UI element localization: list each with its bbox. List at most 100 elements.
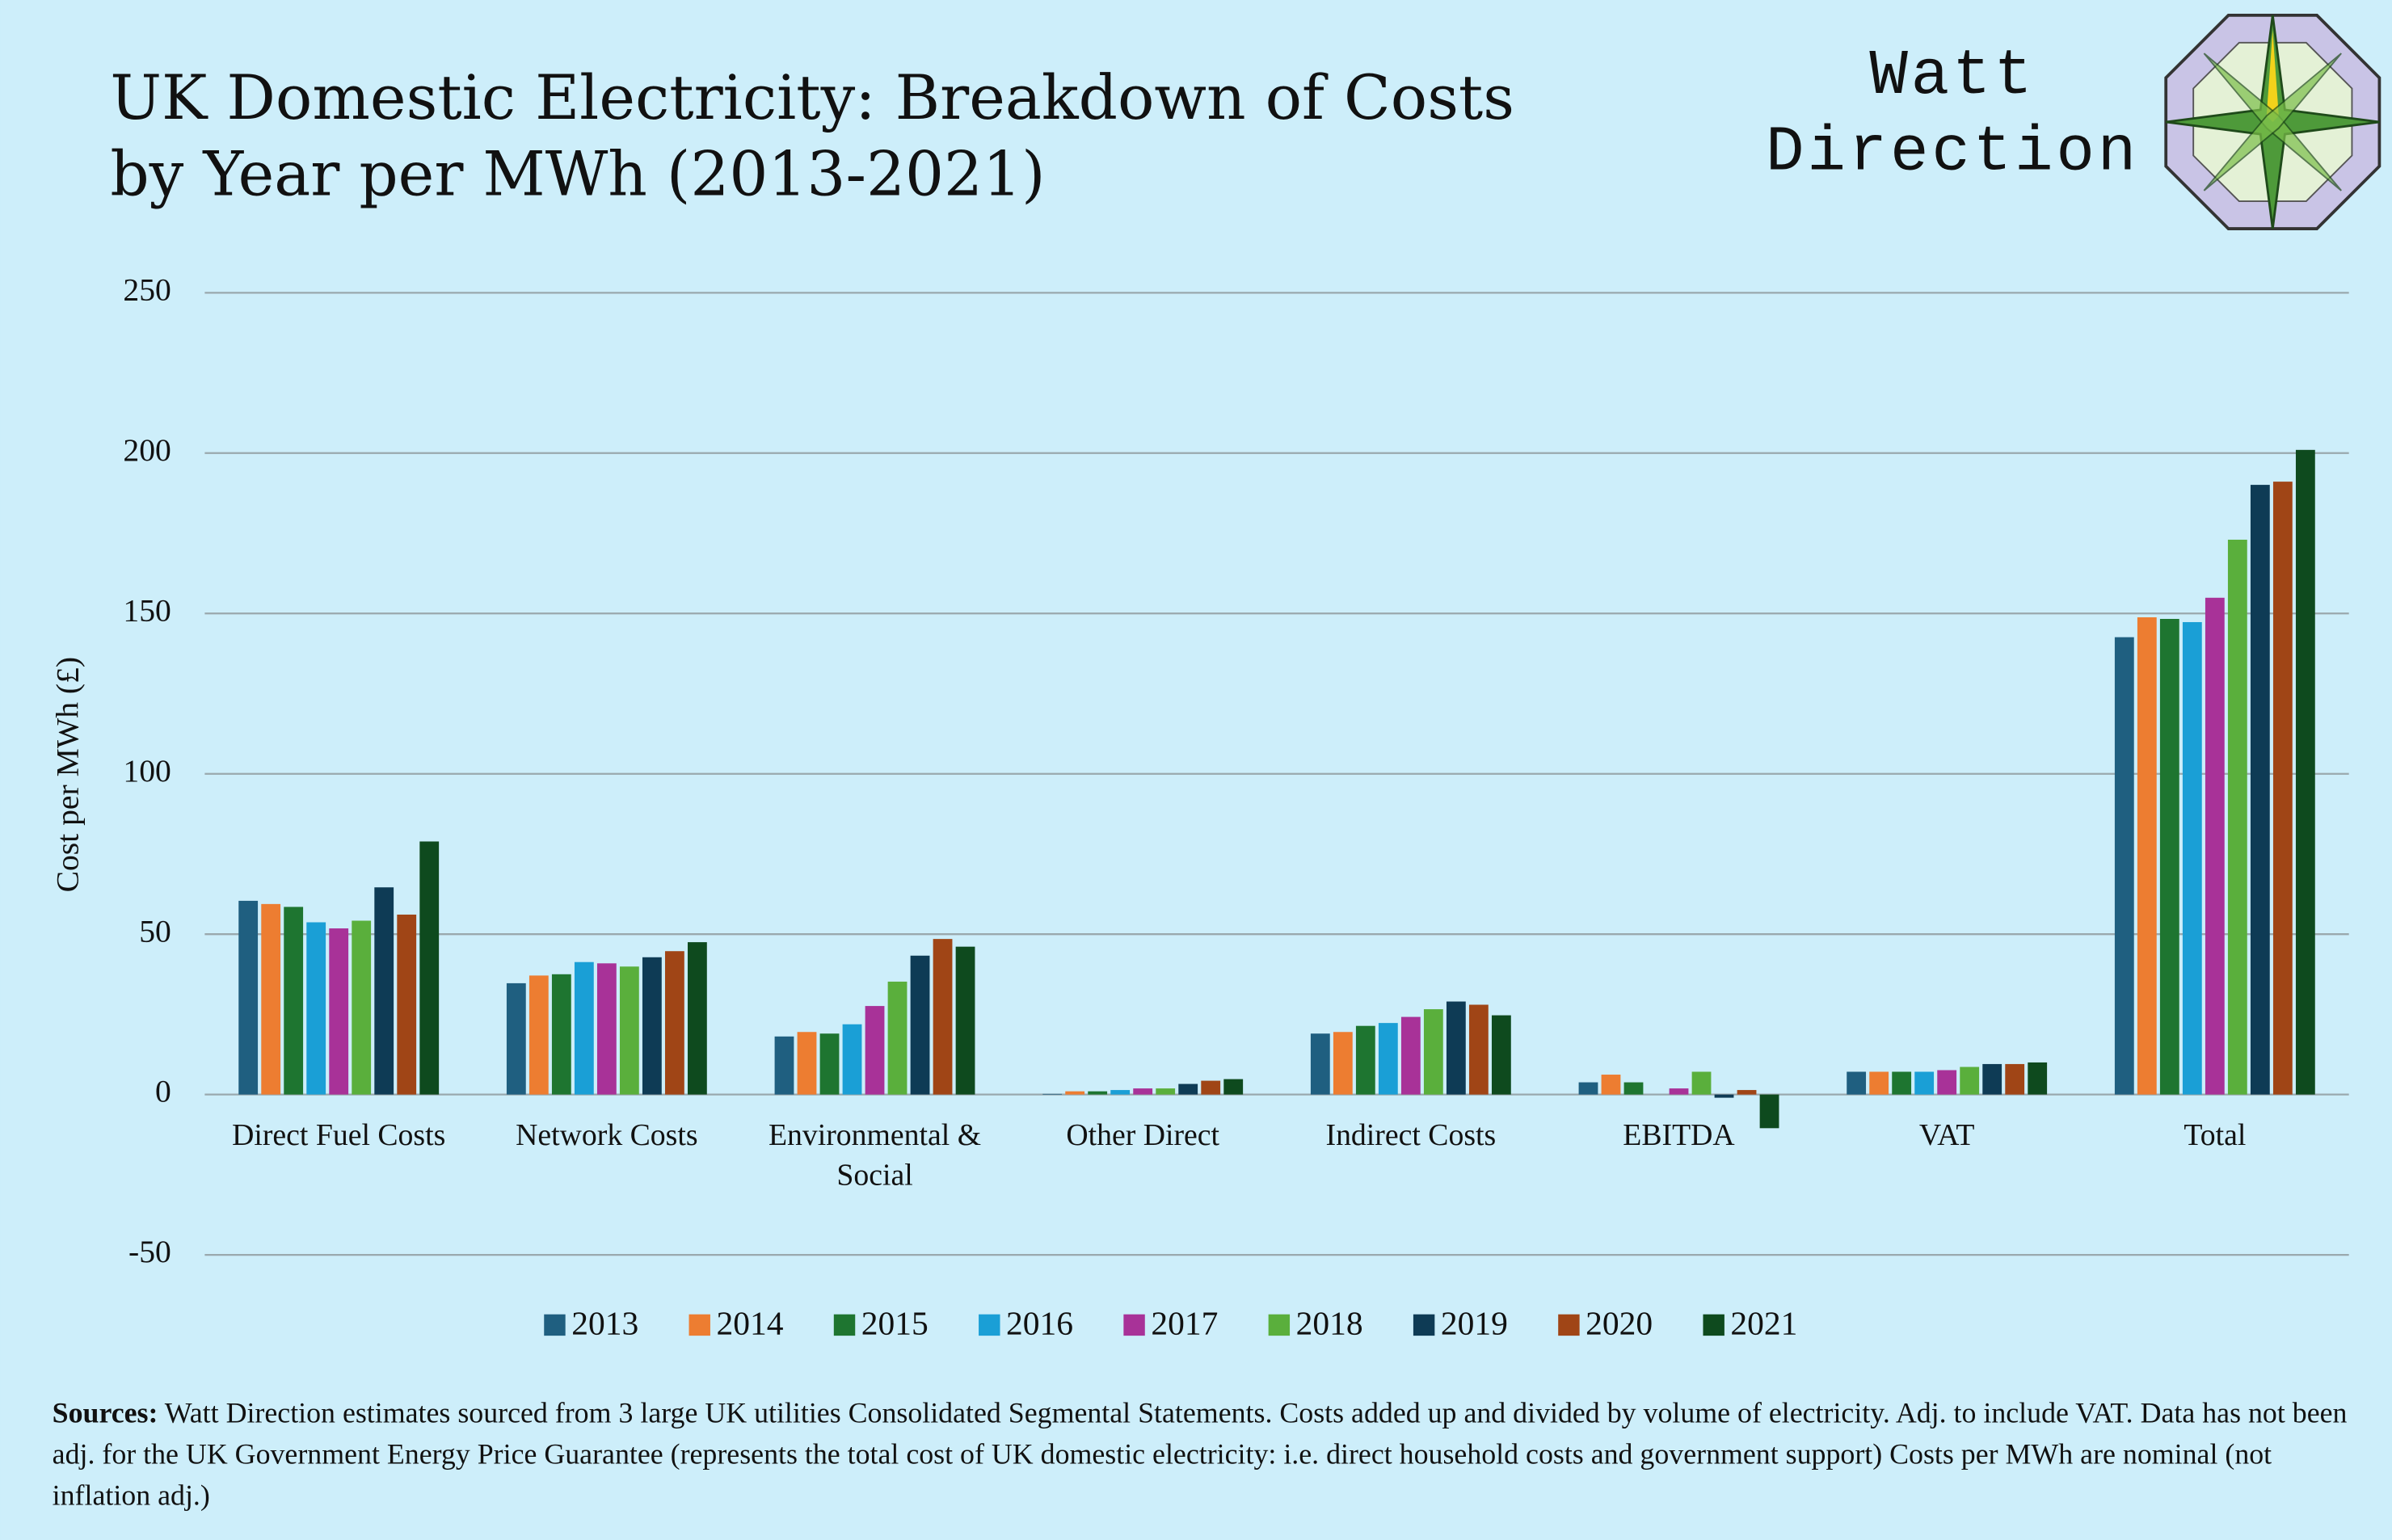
bar [1960,1067,1980,1095]
y-tick-label: 250 [123,271,171,307]
legend-label: 2017 [1151,1304,1218,1341]
bar [1355,1025,1375,1095]
x-tick-label-box: Indirect Costs [1325,1119,1497,1153]
bar [397,914,417,1095]
bar [1201,1080,1221,1095]
legend-label: 2021 [1730,1304,1797,1341]
bar [2227,539,2247,1095]
bar [797,1032,817,1095]
y-tick-label: 0 [155,1074,171,1109]
bar [529,975,549,1095]
bar [1065,1091,1085,1095]
bar [1601,1075,1621,1095]
legend-label: 2015 [861,1304,929,1341]
bar [2295,449,2315,1095]
logo-needle [2266,30,2279,122]
bar [819,1033,840,1095]
x-tick-label-box: Environmental & Social [768,1119,982,1193]
bar [842,1024,862,1095]
bar [329,928,349,1095]
bar [664,951,684,1095]
bar [2182,621,2202,1095]
note-label: Sources: [52,1398,158,1431]
x-tick-label-box: VAT [1918,1119,1975,1153]
x-tick-label-box: Other Direct [1066,1119,1220,1153]
legend-swatch [1123,1314,1145,1336]
bar [1310,1033,1330,1095]
bar [865,1006,885,1095]
note: Sources: Watt Direction estimates source… [53,1394,2356,1517]
bar [1578,1082,1598,1095]
x-tick-label-box: Total [2184,1119,2247,1153]
bar [2114,637,2134,1095]
bar [1400,1016,1421,1095]
x-tick-label: Total [2184,1119,2247,1153]
bar [642,957,662,1095]
legend-swatch [1268,1314,1291,1336]
bar [2205,597,2225,1095]
legend-swatch [689,1314,710,1336]
bar [1133,1088,1153,1095]
bar [1491,1015,1511,1095]
logo-text: Watt Direction [1765,40,2140,190]
bar [374,887,394,1095]
bar [238,900,259,1095]
logo-compass [2164,13,2381,230]
legend-label: 2019 [1441,1304,1508,1341]
bar [933,939,953,1095]
bar [887,981,908,1095]
bar [596,963,617,1095]
bar [1423,1009,1443,1095]
bar [352,920,372,1095]
bar [2159,619,2179,1095]
x-tick-label-box: Network Costs [516,1119,697,1153]
y-tick-label: -50 [128,1234,171,1269]
chart-title: UK Domestic Electricity: Breakdown of Co… [110,64,1514,211]
bar [955,946,975,1095]
note-text: Watt Direction estimates sourced from 3 … [52,1398,2348,1513]
legend-swatch [979,1314,1000,1336]
bar [619,966,639,1095]
bar [2137,617,2157,1095]
bar [774,1036,794,1095]
bar [419,841,440,1095]
bar [1110,1090,1131,1095]
legend-swatch [1558,1314,1580,1336]
x-tick-label: Indirect Costs [1325,1119,1497,1153]
bar [1937,1070,1957,1095]
x-tick-label-box: Direct Fuel Costs [232,1119,446,1153]
bar [2028,1062,2048,1095]
bar [1156,1088,1176,1095]
bar [2250,485,2270,1095]
bar [1088,1091,1108,1095]
bar [1378,1023,1398,1095]
x-tick-label: Other Direct [1066,1119,1220,1153]
bar [1178,1083,1198,1095]
bar [574,961,594,1095]
bar [1446,1001,1466,1095]
x-tick-label: Environmental & Social [768,1119,982,1193]
bar [551,974,571,1095]
bar [1847,1071,1867,1095]
legend-label: 2014 [716,1304,783,1341]
bar [1223,1079,1244,1095]
bar [1892,1071,1912,1095]
bar [1914,1071,1935,1095]
bar [1869,1071,1889,1095]
bar [2272,482,2293,1095]
bar [1982,1063,2002,1095]
bar [1333,1032,1353,1095]
y-tick-label: 100 [123,753,171,789]
y-tick-label: 50 [139,913,171,949]
bar [1468,1004,1489,1095]
x-tick-label: Direct Fuel Costs [232,1119,446,1153]
legend-label: 2016 [1006,1304,1073,1341]
x-tick-label: VAT [1918,1119,1975,1153]
x-tick-label: EBITDA [1623,1119,1735,1153]
legend-swatch [833,1314,856,1336]
bar [2005,1063,2025,1095]
bar [910,955,930,1095]
bar [506,982,526,1095]
